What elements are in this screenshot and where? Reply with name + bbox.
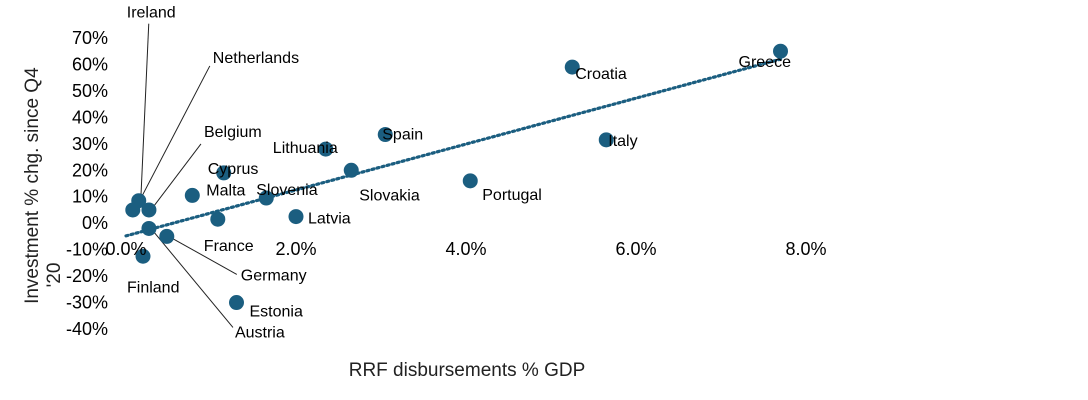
y-tick-label: -20% xyxy=(66,266,108,286)
x-axis-title: RRF disbursements % GDP xyxy=(349,360,586,381)
y-axis-title-line2: '20 xyxy=(44,263,65,288)
point-germany xyxy=(159,228,175,244)
label-belgium: Belgium xyxy=(204,124,262,141)
point-lithuania xyxy=(318,141,334,157)
point-belgium xyxy=(141,202,157,218)
y-tick-label: 70% xyxy=(72,28,108,48)
point-finland xyxy=(135,248,151,264)
point-italy xyxy=(598,132,614,148)
label-spain: Spain xyxy=(382,127,423,144)
y-axis-ticks: 70% 60% 50% 40% 30% 20% 10% 0% -10% -20% -30% -40% xyxy=(66,28,108,339)
label-cyprus: Cyprus xyxy=(208,161,259,178)
label-slovenia: Slovenia xyxy=(256,182,317,199)
label-portugal: Portugal xyxy=(482,187,542,204)
leader-line-ireland xyxy=(140,23,150,201)
leader-line-germany xyxy=(168,235,238,275)
y-tick-label: -10% xyxy=(66,240,108,260)
x-tick-label: 2.0% xyxy=(275,239,316,259)
trendline-layer xyxy=(124,57,783,238)
point-slovenia xyxy=(258,190,274,206)
label-malta: Malta xyxy=(206,182,245,199)
y-tick-label: 40% xyxy=(72,107,108,127)
leader-line-netherlands xyxy=(134,65,211,211)
y-tick-label: -30% xyxy=(66,293,108,313)
point-estonia xyxy=(229,295,244,311)
point-malta xyxy=(184,187,200,203)
y-tick-label: 10% xyxy=(72,187,108,207)
point-portugal xyxy=(462,173,478,189)
x-axis-ticks: 0.0% 2.0% 4.0% 6.0% 8.0% xyxy=(105,239,826,259)
x-tick-label: 8.0% xyxy=(785,239,826,259)
x-tick-label: 6.0% xyxy=(615,239,656,259)
point-latvia xyxy=(288,209,304,225)
data-points xyxy=(125,43,788,311)
y-axis-title: Investment % chg. since Q4 '20 xyxy=(22,62,65,304)
point-greece xyxy=(773,43,788,59)
label-finland: Finland xyxy=(127,279,179,296)
point-spain xyxy=(377,127,393,143)
point-netherlands xyxy=(125,202,141,218)
point-labels: Ireland Netherlands Belgium Cyprus Malta Slov… xyxy=(127,5,791,342)
label-latvia: Latvia xyxy=(308,211,351,228)
point-slovakia xyxy=(343,162,359,178)
y-tick-label: 0% xyxy=(82,213,108,233)
label-ireland: Ireland xyxy=(127,5,176,22)
label-austria: Austria xyxy=(235,324,285,341)
point-austria xyxy=(141,220,157,236)
label-slovakia: Slovakia xyxy=(359,187,420,204)
x-tick-label: 4.0% xyxy=(445,239,486,259)
y-tick-label: 30% xyxy=(72,134,108,154)
y-tick-label: -40% xyxy=(66,319,108,339)
leader-line-belgium xyxy=(150,143,202,211)
trendline xyxy=(124,57,783,238)
point-croatia xyxy=(564,59,580,75)
label-netherlands: Netherlands xyxy=(213,50,299,67)
label-italy: Italy xyxy=(608,133,637,150)
y-tick-label: 50% xyxy=(72,81,108,101)
y-axis-title-line1: Investment % chg. since Q4 xyxy=(22,67,43,304)
label-croatia: Croatia xyxy=(575,66,627,83)
label-greece: Greece xyxy=(739,54,792,71)
point-france xyxy=(210,211,226,227)
y-tick-label: 20% xyxy=(72,160,108,180)
leader-lines xyxy=(134,23,238,328)
x-tick-label: 0.0% xyxy=(105,239,146,259)
label-france: France xyxy=(204,238,254,255)
leader-line-austria xyxy=(150,228,234,328)
point-cyprus xyxy=(216,165,232,181)
label-lithuania: Lithuania xyxy=(273,140,338,157)
label-estonia: Estonia xyxy=(250,304,303,321)
label-germany: Germany xyxy=(241,267,307,284)
y-tick-label: 60% xyxy=(72,54,108,74)
